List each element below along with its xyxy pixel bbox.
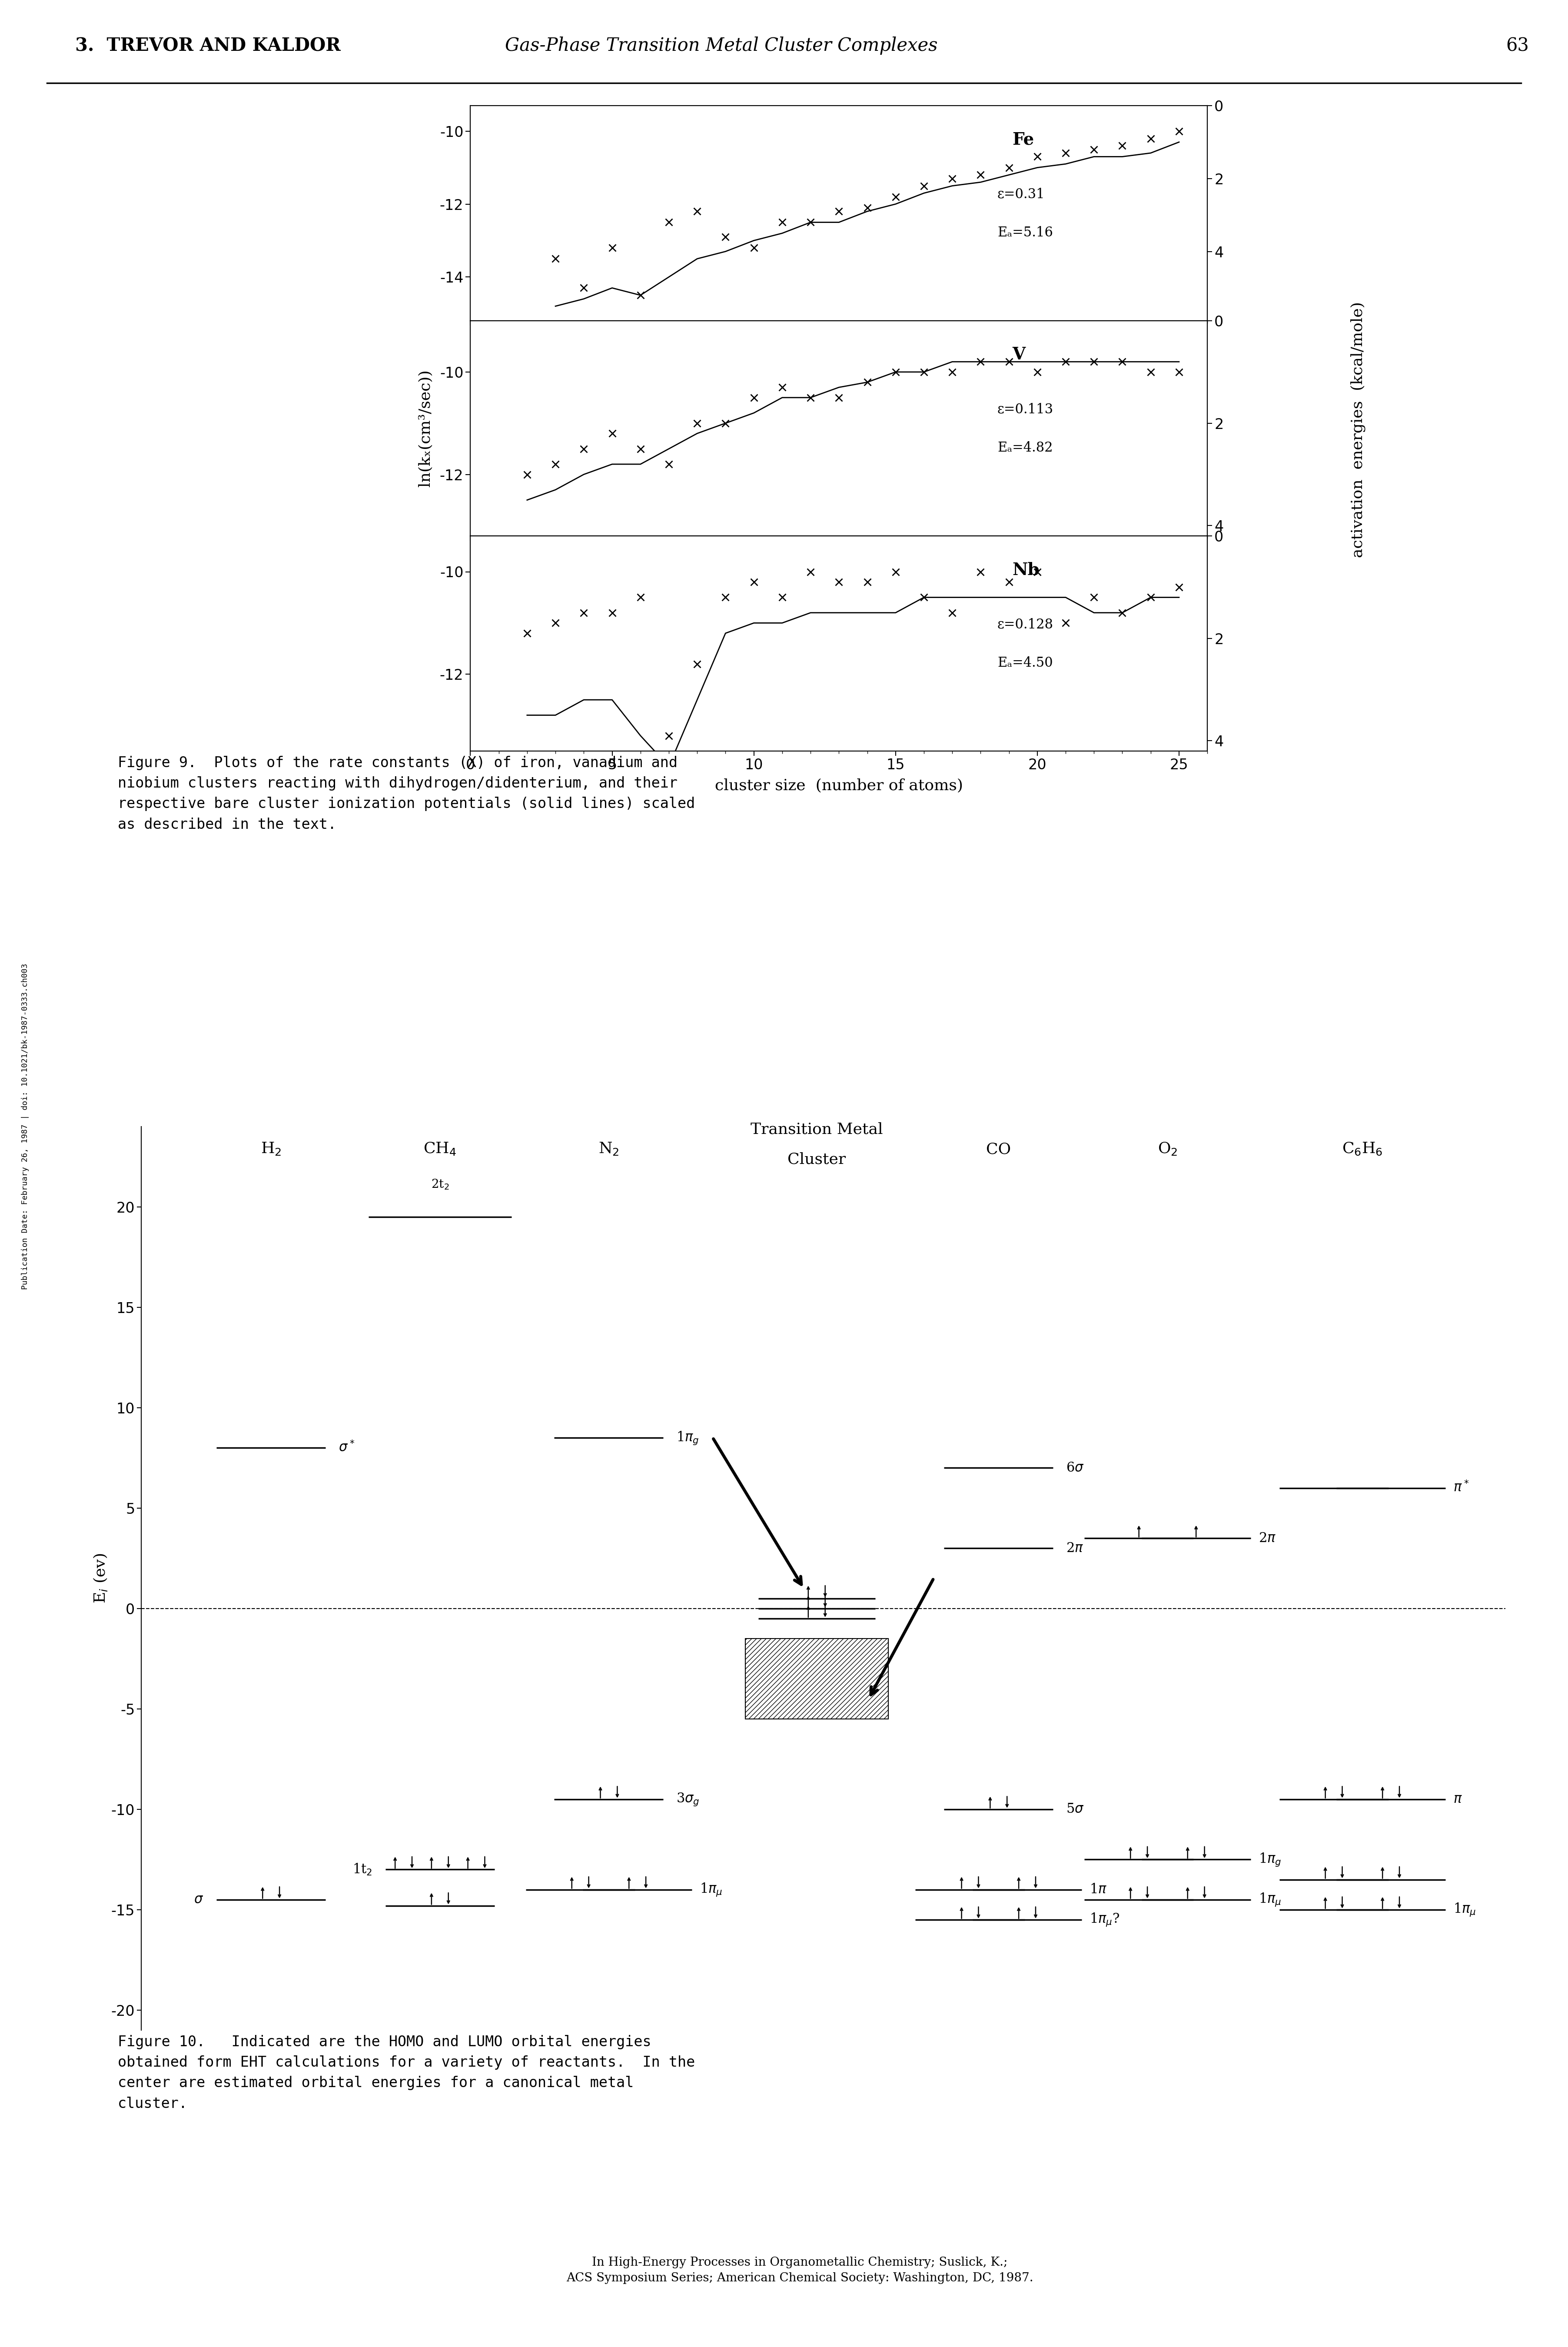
Text: 2$\pi$: 2$\pi$ (1259, 1533, 1276, 1544)
Text: 5$\sigma$: 5$\sigma$ (1066, 1802, 1083, 1817)
Text: In High-Energy Processes in Organometallic Chemistry; Suslick, K.;
ACS Symposium: In High-Energy Processes in Organometall… (566, 2258, 1033, 2284)
Text: 1$\pi_g$: 1$\pi_g$ (676, 1429, 699, 1446)
Text: Transition Metal: Transition Metal (751, 1122, 883, 1136)
X-axis label: cluster size  (number of atoms): cluster size (number of atoms) (715, 779, 963, 793)
Text: Fe: Fe (1011, 131, 1033, 148)
Text: 2$\pi$: 2$\pi$ (1066, 1542, 1083, 1556)
Text: Publication Date: February 26, 1987 | doi: 10.1021/bk-1987-0333.ch003: Publication Date: February 26, 1987 | do… (22, 965, 28, 1289)
Y-axis label: E$_i$ (ev): E$_i$ (ev) (93, 1554, 108, 1603)
Text: C$_6$H$_6$: C$_6$H$_6$ (1342, 1141, 1383, 1157)
Text: 6$\sigma$: 6$\sigma$ (1066, 1462, 1083, 1474)
Text: Gas-Phase Transition Metal Cluster Complexes: Gas-Phase Transition Metal Cluster Compl… (505, 38, 938, 54)
Text: $\sigma^*$: $\sigma^*$ (339, 1441, 354, 1455)
Text: 63: 63 (1505, 38, 1529, 54)
Text: V: V (1011, 347, 1025, 364)
Text: 2t$_2$: 2t$_2$ (431, 1178, 448, 1190)
Text: N$_2$: N$_2$ (599, 1141, 619, 1157)
Text: Figure 9.  Plots of the rate constants (X) of iron, vanadium and
niobium cluster: Figure 9. Plots of the rate constants (X… (118, 756, 695, 831)
Text: Figure 10.   Indicated are the HOMO and LUMO orbital energies
obtained form EHT : Figure 10. Indicated are the HOMO and LU… (118, 2035, 695, 2110)
Text: 1t$_2$: 1t$_2$ (353, 1861, 372, 1878)
Bar (745, 1638, 887, 1718)
Text: $\pi$: $\pi$ (1454, 1793, 1463, 1805)
Text: O$_2$: O$_2$ (1157, 1141, 1178, 1157)
Text: $\pi^*$: $\pi^*$ (1454, 1481, 1469, 1495)
Text: Eₐ=4.50: Eₐ=4.50 (997, 657, 1052, 669)
Text: 1$\pi_\mu$: 1$\pi_\mu$ (1454, 1901, 1475, 1917)
Text: 1$\pi_\mu$: 1$\pi_\mu$ (1259, 1892, 1281, 1908)
Text: ε=0.128: ε=0.128 (997, 617, 1054, 631)
Text: 1$\pi$: 1$\pi$ (1090, 1882, 1107, 1896)
Y-axis label: ln(kₓ(cm³/sec)): ln(kₓ(cm³/sec)) (417, 371, 433, 486)
Text: ε=0.31: ε=0.31 (997, 188, 1044, 202)
Text: 1$\pi_g$: 1$\pi_g$ (1259, 1852, 1281, 1868)
Text: 1$\pi_\mu$: 1$\pi_\mu$ (699, 1882, 723, 1896)
Text: 3$\sigma_g$: 3$\sigma_g$ (676, 1791, 699, 1807)
Text: Eₐ=5.16: Eₐ=5.16 (997, 225, 1052, 239)
Text: ε=0.113: ε=0.113 (997, 404, 1054, 415)
Text: $\sigma$: $\sigma$ (194, 1894, 204, 1906)
Text: Nb: Nb (1011, 561, 1040, 577)
Text: CH$_4$: CH$_4$ (423, 1141, 456, 1157)
Text: Eₐ=4.82: Eₐ=4.82 (997, 441, 1052, 455)
Text: H$_2$: H$_2$ (260, 1141, 281, 1157)
Text: Cluster: Cluster (787, 1152, 845, 1166)
Text: CO: CO (986, 1143, 1011, 1157)
Text: activation  energies  (kcal/mole): activation energies (kcal/mole) (1350, 300, 1366, 559)
Text: 3.  TREVOR AND KALDOR: 3. TREVOR AND KALDOR (75, 38, 340, 54)
Text: 1$\pi_\mu$?: 1$\pi_\mu$? (1090, 1913, 1120, 1927)
